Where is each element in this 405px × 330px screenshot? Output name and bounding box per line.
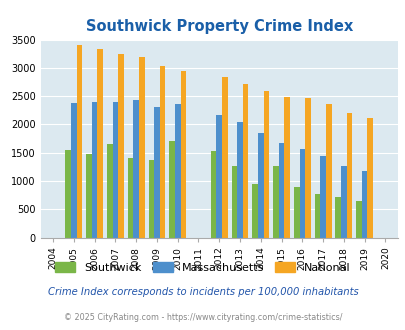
Bar [71,103,77,238]
Bar [340,166,346,238]
Bar [242,84,248,238]
Bar [148,159,154,238]
Bar [367,118,372,238]
Bar [107,144,112,238]
Bar [273,166,278,238]
Bar [92,102,97,238]
Bar [346,113,352,238]
Bar [133,100,139,238]
Bar [257,133,263,238]
Bar [305,98,310,238]
Bar [299,149,305,238]
Bar [112,102,118,238]
Text: © 2025 CityRating.com - https://www.cityrating.com/crime-statistics/: © 2025 CityRating.com - https://www.city… [64,313,341,322]
Bar [361,171,367,238]
Bar [237,122,242,238]
Text: Crime Index corresponds to incidents per 100,000 inhabitants: Crime Index corresponds to incidents per… [47,287,358,297]
Bar [216,115,222,238]
Bar [314,194,320,238]
Legend: Southwick, Massachusetts, National: Southwick, Massachusetts, National [51,258,354,278]
Bar [86,154,92,238]
Bar [320,155,325,238]
Bar [118,54,124,238]
Bar [154,107,159,238]
Bar [65,150,71,238]
Bar [284,97,289,238]
Bar [355,201,361,238]
Bar [139,56,144,238]
Bar [263,91,269,238]
Bar [77,45,82,238]
Title: Southwick Property Crime Index: Southwick Property Crime Index [85,19,352,34]
Bar [252,184,257,238]
Bar [210,151,216,238]
Bar [278,143,284,238]
Bar [128,158,133,238]
Bar [159,66,165,238]
Bar [180,71,185,238]
Bar [231,166,237,238]
Bar [97,49,103,238]
Bar [222,77,227,238]
Bar [335,197,340,238]
Bar [325,104,331,238]
Bar [293,187,299,238]
Bar [175,104,180,238]
Bar [169,142,175,238]
